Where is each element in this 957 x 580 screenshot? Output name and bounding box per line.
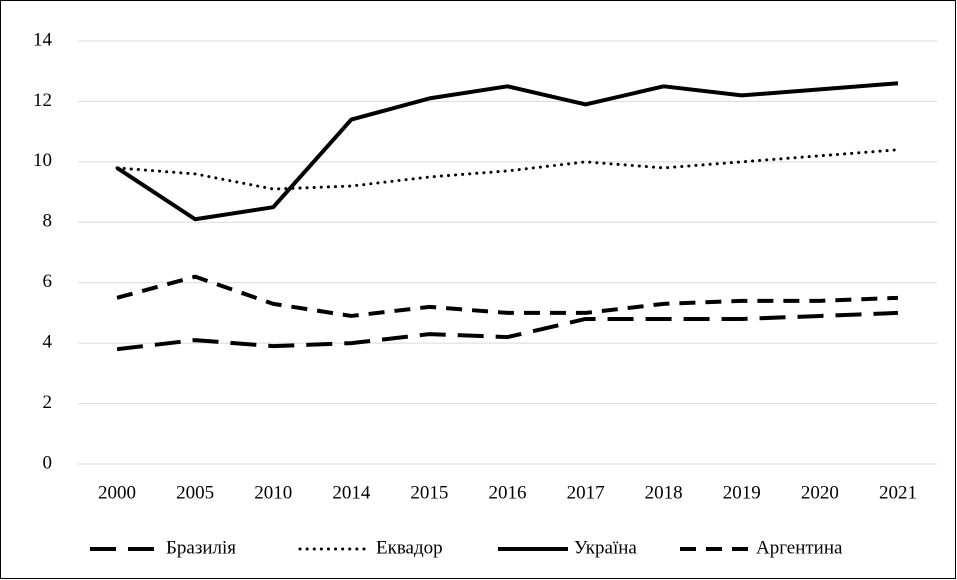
x-tick-label: 2014 bbox=[332, 482, 371, 503]
y-tick-label: 14 bbox=[33, 29, 53, 50]
x-tick-label: 2005 bbox=[176, 482, 214, 503]
x-tick-label: 2018 bbox=[645, 482, 683, 503]
y-tick-label: 4 bbox=[43, 332, 53, 353]
legend-label: Еквадор bbox=[376, 537, 443, 558]
series-line bbox=[115, 148, 900, 191]
y-tick-label: 12 bbox=[33, 90, 52, 111]
y-tick-label: 0 bbox=[43, 452, 53, 473]
series-line bbox=[115, 81, 899, 222]
y-tick-label: 2 bbox=[43, 392, 53, 413]
x-tick-label: 2017 bbox=[567, 482, 605, 503]
x-tick-label: 2015 bbox=[410, 482, 448, 503]
legend-label: Бразилія bbox=[166, 537, 236, 558]
x-tick-label: 2021 bbox=[879, 482, 917, 503]
legend-label: Аргентина bbox=[756, 537, 843, 558]
legend-label: Україна bbox=[574, 537, 637, 558]
y-tick-label: 10 bbox=[33, 150, 52, 171]
y-tick-label: 6 bbox=[43, 271, 53, 292]
series-line bbox=[116, 310, 899, 352]
x-tick-label: 2019 bbox=[723, 482, 761, 503]
x-tick-label: 2016 bbox=[489, 482, 527, 503]
series-line bbox=[116, 274, 899, 318]
y-tick-label: 8 bbox=[43, 211, 53, 232]
x-tick-label: 2020 bbox=[801, 482, 839, 503]
x-tick-label: 2010 bbox=[254, 482, 292, 503]
x-tick-label: 2000 bbox=[98, 482, 136, 503]
